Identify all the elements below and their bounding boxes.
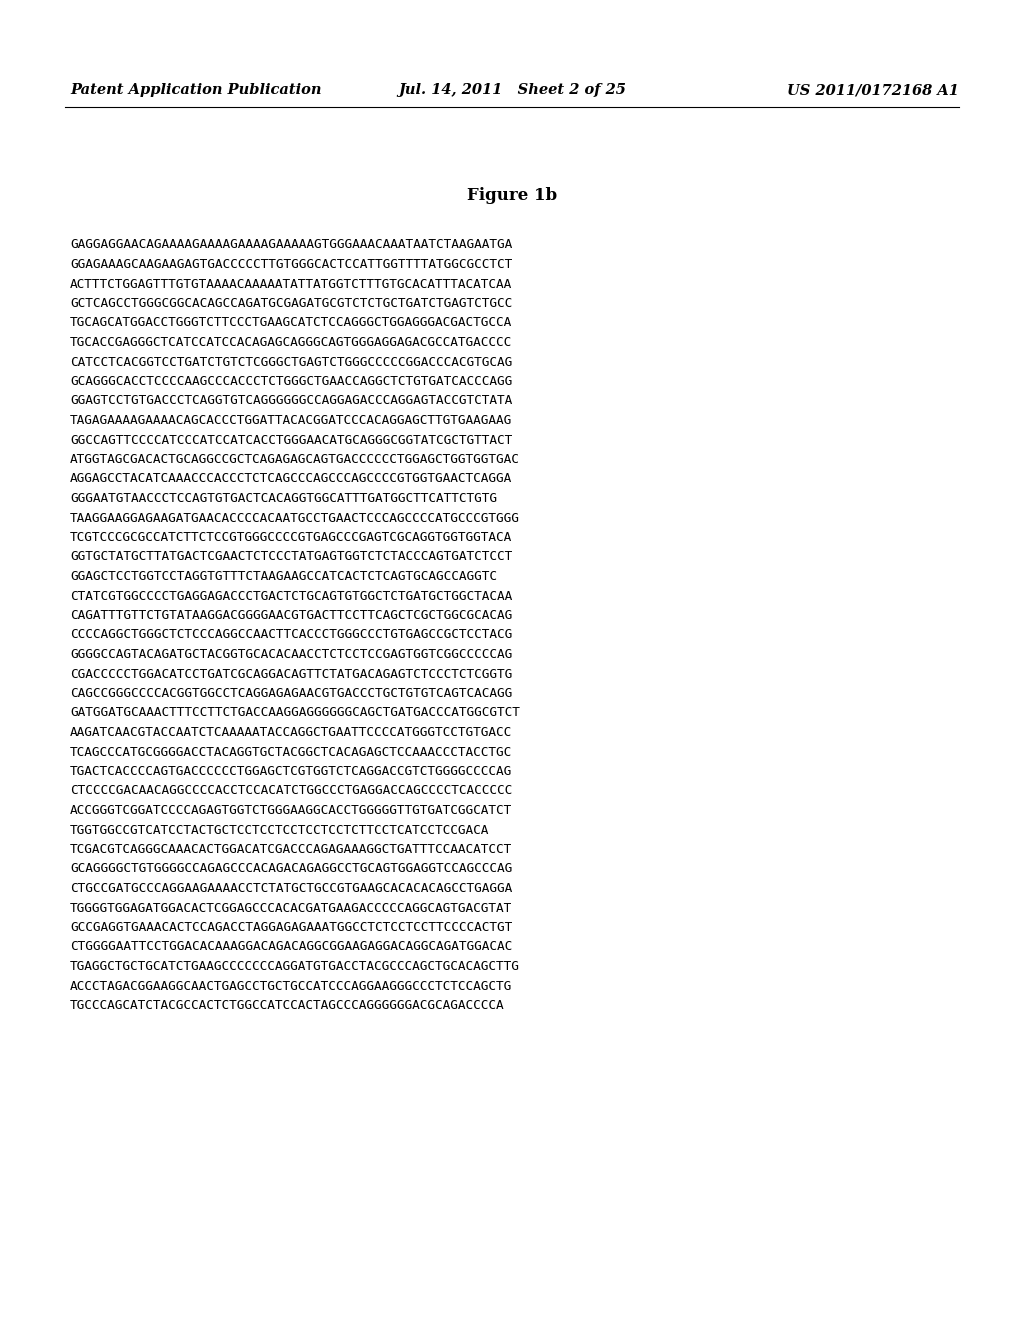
Text: US 2011/0172168 A1: US 2011/0172168 A1: [787, 83, 959, 96]
Text: Figure 1b: Figure 1b: [467, 186, 557, 203]
Text: TGGGGTGGAGATGGACACTCGGAGCCCACACGATGAAGACCCCCAGGCAGTGACGTAT: TGGGGTGGAGATGGACACTCGGAGCCCACACGATGAAGAC…: [70, 902, 512, 915]
Text: GCTCAGCCTGGGCGGCACAGCCAGATGCGAGATGCGTCTCTGCTGATCTGAGTCTGCC: GCTCAGCCTGGGCGGCACAGCCAGATGCGAGATGCGTCTC…: [70, 297, 512, 310]
Text: GCAGGGGCTGTGGGGCCAGAGCCCACAGACAGAGGCCTGCAGTGGAGGTCCAGCCCAG: GCAGGGGCTGTGGGGCCAGAGCCCACAGACAGAGGCCTGC…: [70, 862, 512, 875]
Text: GGGAATGTAACCCTCCAGTGTGACTCACAGGTGGCATTTGATGGCTTCATTCTGTG: GGGAATGTAACCCTCCAGTGTGACTCACAGGTGGCATTTG…: [70, 492, 497, 506]
Text: CTGGGGAATTCCTGGACACAAAGGACAGACAGGCGGAAGAGGACAGGCAGATGGACAC: CTGGGGAATTCCTGGACACAAAGGACAGACAGGCGGAAGA…: [70, 940, 512, 953]
Text: CAGCCGGGCCCCACGGTGGCCTCAGGAGAGAACGTGACCCTGCTGTGTCAGTCACAGG: CAGCCGGGCCCCACGGTGGCCTCAGGAGAGAACGTGACCC…: [70, 686, 512, 700]
Text: GGAGTCCTGTGACCCTCAGGTGTCAGGGGGGCCAGGAGACCCAGGAGTACCGTCTATA: GGAGTCCTGTGACCCTCAGGTGTCAGGGGGGCCAGGAGAC…: [70, 395, 512, 408]
Text: GATGGATGCAAACTTTCCTTCTGACCAAGGAGGGGGGCAGCTGATGACCCATGGCGTCT: GATGGATGCAAACTTTCCTTCTGACCAAGGAGGGGGGCAG…: [70, 706, 520, 719]
Text: TGCAGCATGGACCTGGGTCTTCCCTGAAGCATCTCCAGGGCTGGAGGGACGACTGCCA: TGCAGCATGGACCTGGGTCTTCCCTGAAGCATCTCCAGGG…: [70, 317, 512, 330]
Text: GGAGCTCCTGGTCCTAGGTGTTTCTAAGAAGCCATCACTCTCAGTGCAGCCAGGTC: GGAGCTCCTGGTCCTAGGTGTTTCTAAGAAGCCATCACTC…: [70, 570, 497, 583]
Text: GGAGAAAGCAAGAAGAGTGACCCCCTTGTGGGCACTCCATTGGTTTTATGGCGCCTCT: GGAGAAAGCAAGAAGAGTGACCCCCTTGTGGGCACTCCAT…: [70, 257, 512, 271]
Text: CCCCAGGCTGGGCTCTCCCAGGCCAACTTCACCCTGGGCCCTGTGAGCCGCTCCTACG: CCCCAGGCTGGGCTCTCCCAGGCCAACTTCACCCTGGGCC…: [70, 628, 512, 642]
Text: GGGGCCAGTACAGATGCTACGGTGCACACAACCTCTCCTCCGAGTGGTCGGCCCCCAG: GGGGCCAGTACAGATGCTACGGTGCACACAACCTCTCCTC…: [70, 648, 512, 661]
Text: CTCCCCGACAACAGGCCCCACCTCCACATCTGGCCCTGAGGACCAGCCCCTCACCCCC: CTCCCCGACAACAGGCCCCACCTCCACATCTGGCCCTGAG…: [70, 784, 512, 797]
Text: CTATCGTGGCCCCTGAGGAGACCCTGACTCTGCAGTGTGGCTCTGATGCTGGCTACAA: CTATCGTGGCCCCTGAGGAGACCCTGACTCTGCAGTGTGG…: [70, 590, 512, 602]
Text: AAGATCAACGTACCAATCTCAAAAATACCAGGCTGAATTCCCCATGGGTCCTGTGACC: AAGATCAACGTACCAATCTCAAAAATACCAGGCTGAATTC…: [70, 726, 512, 739]
Text: TGCACCGAGGGCTCATCCATCCACAGAGCAGGGCAGTGGGAGGAGACGCCATGACCCC: TGCACCGAGGGCTCATCCATCCACAGAGCAGGGCAGTGGG…: [70, 337, 512, 348]
Text: ACCCTAGACGGAAGGCAACTGAGCCTGCTGCCATCCCAGGAAGGGCCCTCTCCAGCTG: ACCCTAGACGGAAGGCAACTGAGCCTGCTGCCATCCCAGG…: [70, 979, 512, 993]
Text: CTGCCGATGCCCAGGAAGAAAACCTCTATGCTGCCGTGAAGCACACACAGCCTGAGGA: CTGCCGATGCCCAGGAAGAAAACCTCTATGCTGCCGTGAA…: [70, 882, 512, 895]
Text: TCGTCCCGCGCCATCTTCTCCGTGGGCCCCGTGAGCCCGAGTCGCAGGTGGTGGTACA: TCGTCCCGCGCCATCTTCTCCGTGGGCCCCGTGAGCCCGA…: [70, 531, 512, 544]
Text: CAGATTTGTTCTGTATAAGGACGGGGAACGTGACTTCCTTCAGCTCGCTGGCGCACAG: CAGATTTGTTCTGTATAAGGACGGGGAACGTGACTTCCTT…: [70, 609, 512, 622]
Text: TGAGGCTGCTGCATCTGAAGCCCCCCCAGGATGTGACCTACGCCCAGCTGCACAGCTTG: TGAGGCTGCTGCATCTGAAGCCCCCCCAGGATGTGACCTA…: [70, 960, 520, 973]
Text: GCCGAGGTGAAACACTCCAGACCTAGGAGAGAAATGGCCTCTCCTCCTTCCCCACTGT: GCCGAGGTGAAACACTCCAGACCTAGGAGAGAAATGGCCT…: [70, 921, 512, 935]
Text: TGACTCACCCCAGTGACCCCCCTGGAGCTCGTGGTCTCAGGACCGTCTGGGGCCCCAG: TGACTCACCCCAGTGACCCCCCTGGAGCTCGTGGTCTCAG…: [70, 766, 512, 777]
Text: TGCCCAGCATCTACGCCACTCTGGCCATCCACTAGCCCAGGGGGGACGCAGACCCCA: TGCCCAGCATCTACGCCACTCTGGCCATCCACTAGCCCAG…: [70, 999, 505, 1012]
Text: Patent Application Publication: Patent Application Publication: [70, 83, 322, 96]
Text: TGGTGGCCGTCATCCTACTGCTCCTCCTCCTCCTCCTCTTCCTCATCCTCCGACA: TGGTGGCCGTCATCCTACTGCTCCTCCTCCTCCTCCTCTT…: [70, 824, 489, 837]
Text: CGACCCCCTGGACATCCTGATCGCAGGACAGTTCTATGACAGAGTCTCCCTCTCGGTG: CGACCCCCTGGACATCCTGATCGCAGGACAGTTCTATGAC…: [70, 668, 512, 681]
Text: TCGACGTCAGGGCAAACACTGGACATCGACCCAGAGAAAGGCTGATTTCCAACATCCT: TCGACGTCAGGGCAAACACTGGACATCGACCCAGAGAAAG…: [70, 843, 512, 855]
Text: GGTGCTATGCTTATGACTCGAACTCTCCCTATGAGTGGTCTCTACCCAGTGATCTCCT: GGTGCTATGCTTATGACTCGAACTCTCCCTATGAGTGGTC…: [70, 550, 512, 564]
Text: ACTTTCTGGAGTTTGTGTAAAACAAAAATATTATGGTCTTTGTGCACATTTACATCAA: ACTTTCTGGAGTTTGTGTAAAACAAAAATATTATGGTCTT…: [70, 277, 512, 290]
Text: ACCGGGTCGGATCCCCAGAGTGGTCTGGGAAGGCACCTGGGGGTTGTGATCGGCATCT: ACCGGGTCGGATCCCCAGAGTGGTCTGGGAAGGCACCTGG…: [70, 804, 512, 817]
Text: CATCCTCACGGTCCTGATCTGTCTCGGGCTGAGTCTGGGCCCCCGGACCCACGTGCAG: CATCCTCACGGTCCTGATCTGTCTCGGGCTGAGTCTGGGC…: [70, 355, 512, 368]
Text: TCAGCCCATGCGGGGACCTACAGGTGCTACGGCTCACAGAGCTCCAAACCCTACCTGC: TCAGCCCATGCGGGGACCTACAGGTGCTACGGCTCACAGA…: [70, 746, 512, 759]
Text: GGCCAGTTCCCCATCCCATCCATCACCTGGGAACATGCAGGGCGGTATCGCTGTTACT: GGCCAGTTCCCCATCCCATCCATCACCTGGGAACATGCAG…: [70, 433, 512, 446]
Text: GCAGGGCACCTCCCCAAGCCCACCCTCTGGGCTGAACCAGGCTCTGTGATCACCCAGG: GCAGGGCACCTCCCCAAGCCCACCCTCTGGGCTGAACCAG…: [70, 375, 512, 388]
Text: TAGAGAAAAGAAAACAGCACCCTGGATTACACGGATCCCACAGGAGCTTGTGAAGAAG: TAGAGAAAAGAAAACAGCACCCTGGATTACACGGATCCCA…: [70, 414, 512, 426]
Text: ATGGTAGCGACACTGCAGGCCGCTCAGAGAGCAGTGACCCCCCTGGAGCTGGTGGTGAC: ATGGTAGCGACACTGCAGGCCGCTCAGAGAGCAGTGACCC…: [70, 453, 520, 466]
Text: Jul. 14, 2011   Sheet 2 of 25: Jul. 14, 2011 Sheet 2 of 25: [398, 83, 626, 96]
Text: TAAGGAAGGAGAAGATGAACACCCCACAATGCCTGAACTCCCAGCCCCATGCCCGTGGG: TAAGGAAGGAGAAGATGAACACCCCACAATGCCTGAACTC…: [70, 511, 520, 524]
Text: AGGAGCCTACATCAAACCCACCCTCTCAGCCCAGCCCAGCCCCGTGGTGAACTCAGGA: AGGAGCCTACATCAAACCCACCCTCTCAGCCCAGCCCAGC…: [70, 473, 512, 486]
Text: GAGGAGGAACAGAAAAGAAAAGAAAAGAAAAAGTGGGAAACAAATAATCTAAGAATGA: GAGGAGGAACAGAAAAGAAAAGAAAAGAAAAAGTGGGAAA…: [70, 239, 512, 252]
